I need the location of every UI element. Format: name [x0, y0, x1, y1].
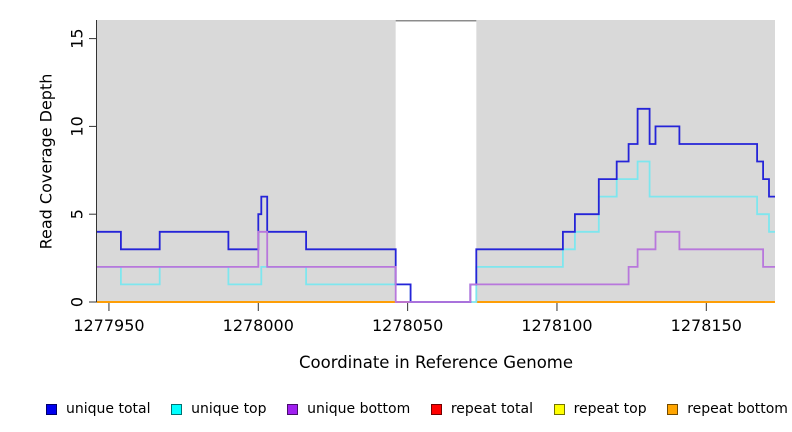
legend-label: unique total — [66, 401, 151, 417]
line-unique-total — [97, 107, 775, 303]
legend-label: repeat bottom — [687, 401, 788, 417]
legend-item-repeat-total: repeat total — [430, 401, 533, 417]
legend-item-unique-top: unique top — [171, 401, 267, 417]
legend-label: unique bottom — [307, 401, 411, 417]
legend-swatch-icon — [667, 403, 679, 415]
x-tick-label: 1278150 — [671, 316, 742, 335]
line-unique-top — [97, 160, 775, 303]
legend: unique total unique top unique bottom repea… — [46, 397, 788, 421]
legend-swatch-icon — [46, 403, 57, 415]
y-tick-label: 15 — [68, 28, 87, 48]
x-tick-label: 1277950 — [73, 316, 144, 335]
legend-swatch-icon — [430, 403, 442, 415]
x-tick-label: 1278050 — [372, 316, 443, 335]
x-axis-title: Coordinate in Reference Genome — [298, 353, 574, 372]
y-tick-label: 10 — [68, 116, 87, 136]
x-tick-label: 1278000 — [223, 316, 294, 335]
y-tick-label: 5 — [68, 209, 87, 219]
legend-label: repeat total — [450, 401, 533, 417]
legend-item-repeat-bottom: repeat bottom — [667, 401, 788, 417]
line-unique-bottom — [97, 230, 775, 303]
legend-swatch-icon — [553, 403, 565, 415]
legend-label: repeat top — [573, 401, 647, 417]
legend-label: unique top — [191, 401, 267, 417]
legend-item-unique-total: unique total — [46, 401, 150, 417]
legend-item-unique-bottom: unique bottom — [287, 401, 410, 417]
x-tick-label: 1278100 — [521, 316, 592, 335]
legend-swatch-icon — [171, 403, 183, 415]
legend-item-repeat-top: repeat top — [553, 401, 647, 417]
coverage-gap-band — [395, 20, 477, 303]
legend-swatch-icon — [287, 403, 299, 415]
y-axis-title: Read Coverage Depth — [36, 73, 56, 250]
y-tick-label: 0 — [68, 297, 87, 307]
